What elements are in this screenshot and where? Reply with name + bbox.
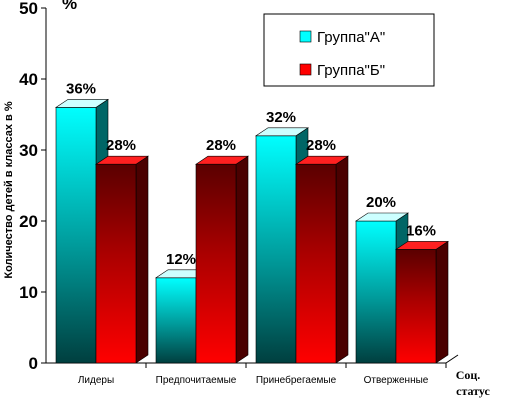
bar-b bbox=[295, 155, 349, 364]
legend-label-a: Группа"А" bbox=[317, 29, 385, 46]
x-axis-depth-line bbox=[445, 354, 459, 364]
y-tick-label: 0 bbox=[29, 354, 38, 373]
x-axis-title-line2: статус bbox=[456, 384, 490, 398]
bar-side bbox=[135, 155, 149, 364]
bar-front bbox=[195, 163, 237, 364]
bar-b bbox=[95, 155, 149, 364]
bar-front bbox=[355, 220, 397, 364]
bars bbox=[55, 98, 449, 364]
data-label: 28% bbox=[206, 137, 236, 154]
bar-side bbox=[335, 155, 349, 364]
bar-front bbox=[395, 249, 437, 364]
bar-top bbox=[55, 99, 109, 108]
bar-front bbox=[55, 107, 97, 364]
bar-front bbox=[295, 163, 337, 364]
data-labels: 36% 28% 12% 28% 32% 28% 20% 16% bbox=[66, 80, 436, 267]
legend-box bbox=[263, 13, 435, 87]
x-tick-label: Лидеры bbox=[78, 375, 114, 386]
data-label: 28% bbox=[306, 137, 336, 154]
data-label: 16% bbox=[406, 222, 436, 239]
x-ticks: Лидеры Предпочитаемые Принебрегаемые Отверж… bbox=[78, 363, 447, 386]
x-axis-title-line1: Соц. bbox=[456, 368, 481, 382]
bar-b bbox=[395, 240, 449, 364]
y-tick-label: 50 bbox=[19, 0, 38, 18]
bar-front bbox=[95, 163, 137, 364]
bar-top bbox=[355, 212, 409, 222]
y-tick-label: 20 bbox=[19, 212, 38, 231]
legend-swatch-b bbox=[299, 63, 312, 76]
y-tick-label: 40 bbox=[19, 70, 38, 89]
data-label: 36% bbox=[66, 80, 96, 97]
bar-front bbox=[155, 277, 197, 364]
bar-top bbox=[195, 155, 249, 165]
data-label: 32% bbox=[266, 109, 296, 126]
bar-top bbox=[95, 155, 149, 165]
legend-swatch-a bbox=[299, 30, 312, 43]
legend: Группа"А" Группа"Б" bbox=[263, 13, 435, 87]
y-ticks: 0 10 20 30 40 50 bbox=[19, 0, 46, 373]
x-tick-label: Принебрегаемые bbox=[256, 374, 337, 386]
legend-label-b: Группа"Б" bbox=[317, 62, 385, 79]
bar-side bbox=[435, 240, 449, 364]
y-tick-label: 30 bbox=[19, 141, 38, 160]
data-label: 20% bbox=[366, 194, 396, 211]
y-tick-label: 10 bbox=[19, 283, 38, 302]
bar-top bbox=[295, 155, 349, 165]
data-label: 12% bbox=[166, 251, 196, 268]
x-tick-label: Отверженные bbox=[364, 375, 429, 386]
y-axis-unit: % bbox=[62, 0, 77, 13]
bar-top bbox=[255, 127, 309, 137]
x-tick-label: Предпочитаемые bbox=[156, 375, 237, 386]
y-axis-title: Количество детей в классах в % bbox=[3, 101, 15, 278]
bar-side bbox=[235, 155, 249, 364]
data-label: 28% bbox=[106, 137, 136, 154]
bar-b bbox=[195, 155, 249, 364]
bar-front bbox=[255, 135, 297, 364]
bar-top bbox=[395, 241, 449, 250]
